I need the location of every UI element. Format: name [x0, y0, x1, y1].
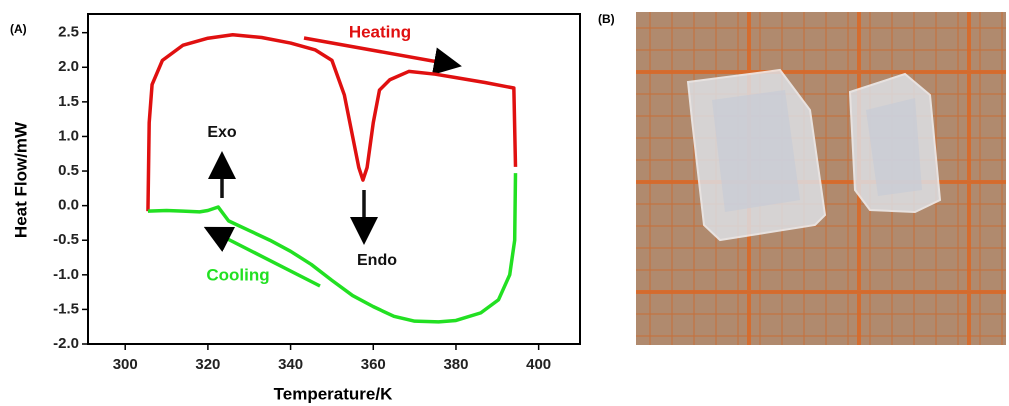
x-tick-label: 320 [195, 356, 220, 373]
x-tick-label: 360 [361, 356, 386, 373]
x-axis-title: Temperature/K [274, 384, 393, 403]
data-line [146, 33, 518, 212]
annotation: Heating [349, 22, 411, 41]
y-tick-label: 1.5 [58, 93, 79, 110]
arrow [303, 36, 462, 76]
y-tick-label: 0.5 [58, 162, 79, 179]
annotation: Endo [357, 252, 397, 269]
y-tick-label: 2.5 [58, 24, 79, 41]
plot-frame [87, 13, 581, 345]
photo [636, 12, 1006, 345]
y-axis-title: Heat Flow/mW [11, 121, 30, 238]
photo-background [636, 12, 1006, 345]
y-tick-label: 2.0 [58, 58, 79, 75]
x-tick-label: 400 [526, 356, 551, 373]
y-tick-label: -2.0 [53, 335, 79, 352]
y-tick-label: -1.0 [53, 266, 79, 283]
panel-label: (A) [10, 22, 27, 36]
crystal-face [712, 90, 800, 212]
data-line [147, 173, 518, 324]
x-tick-label: 300 [113, 356, 138, 373]
y-tick-label: 1.0 [58, 127, 79, 144]
panel-label: (B) [598, 12, 615, 26]
annotation: Exo [207, 124, 237, 141]
y-tick-label: -0.5 [53, 231, 79, 248]
y-tick-label: 0.0 [58, 197, 79, 214]
y-tick-label: -1.5 [53, 300, 79, 317]
crystal-face [866, 98, 922, 196]
x-tick-label: 340 [278, 356, 303, 373]
x-tick-label: 380 [443, 356, 468, 373]
arrows [203, 36, 462, 288]
annotation: Cooling [206, 265, 269, 284]
arrow [203, 226, 321, 288]
